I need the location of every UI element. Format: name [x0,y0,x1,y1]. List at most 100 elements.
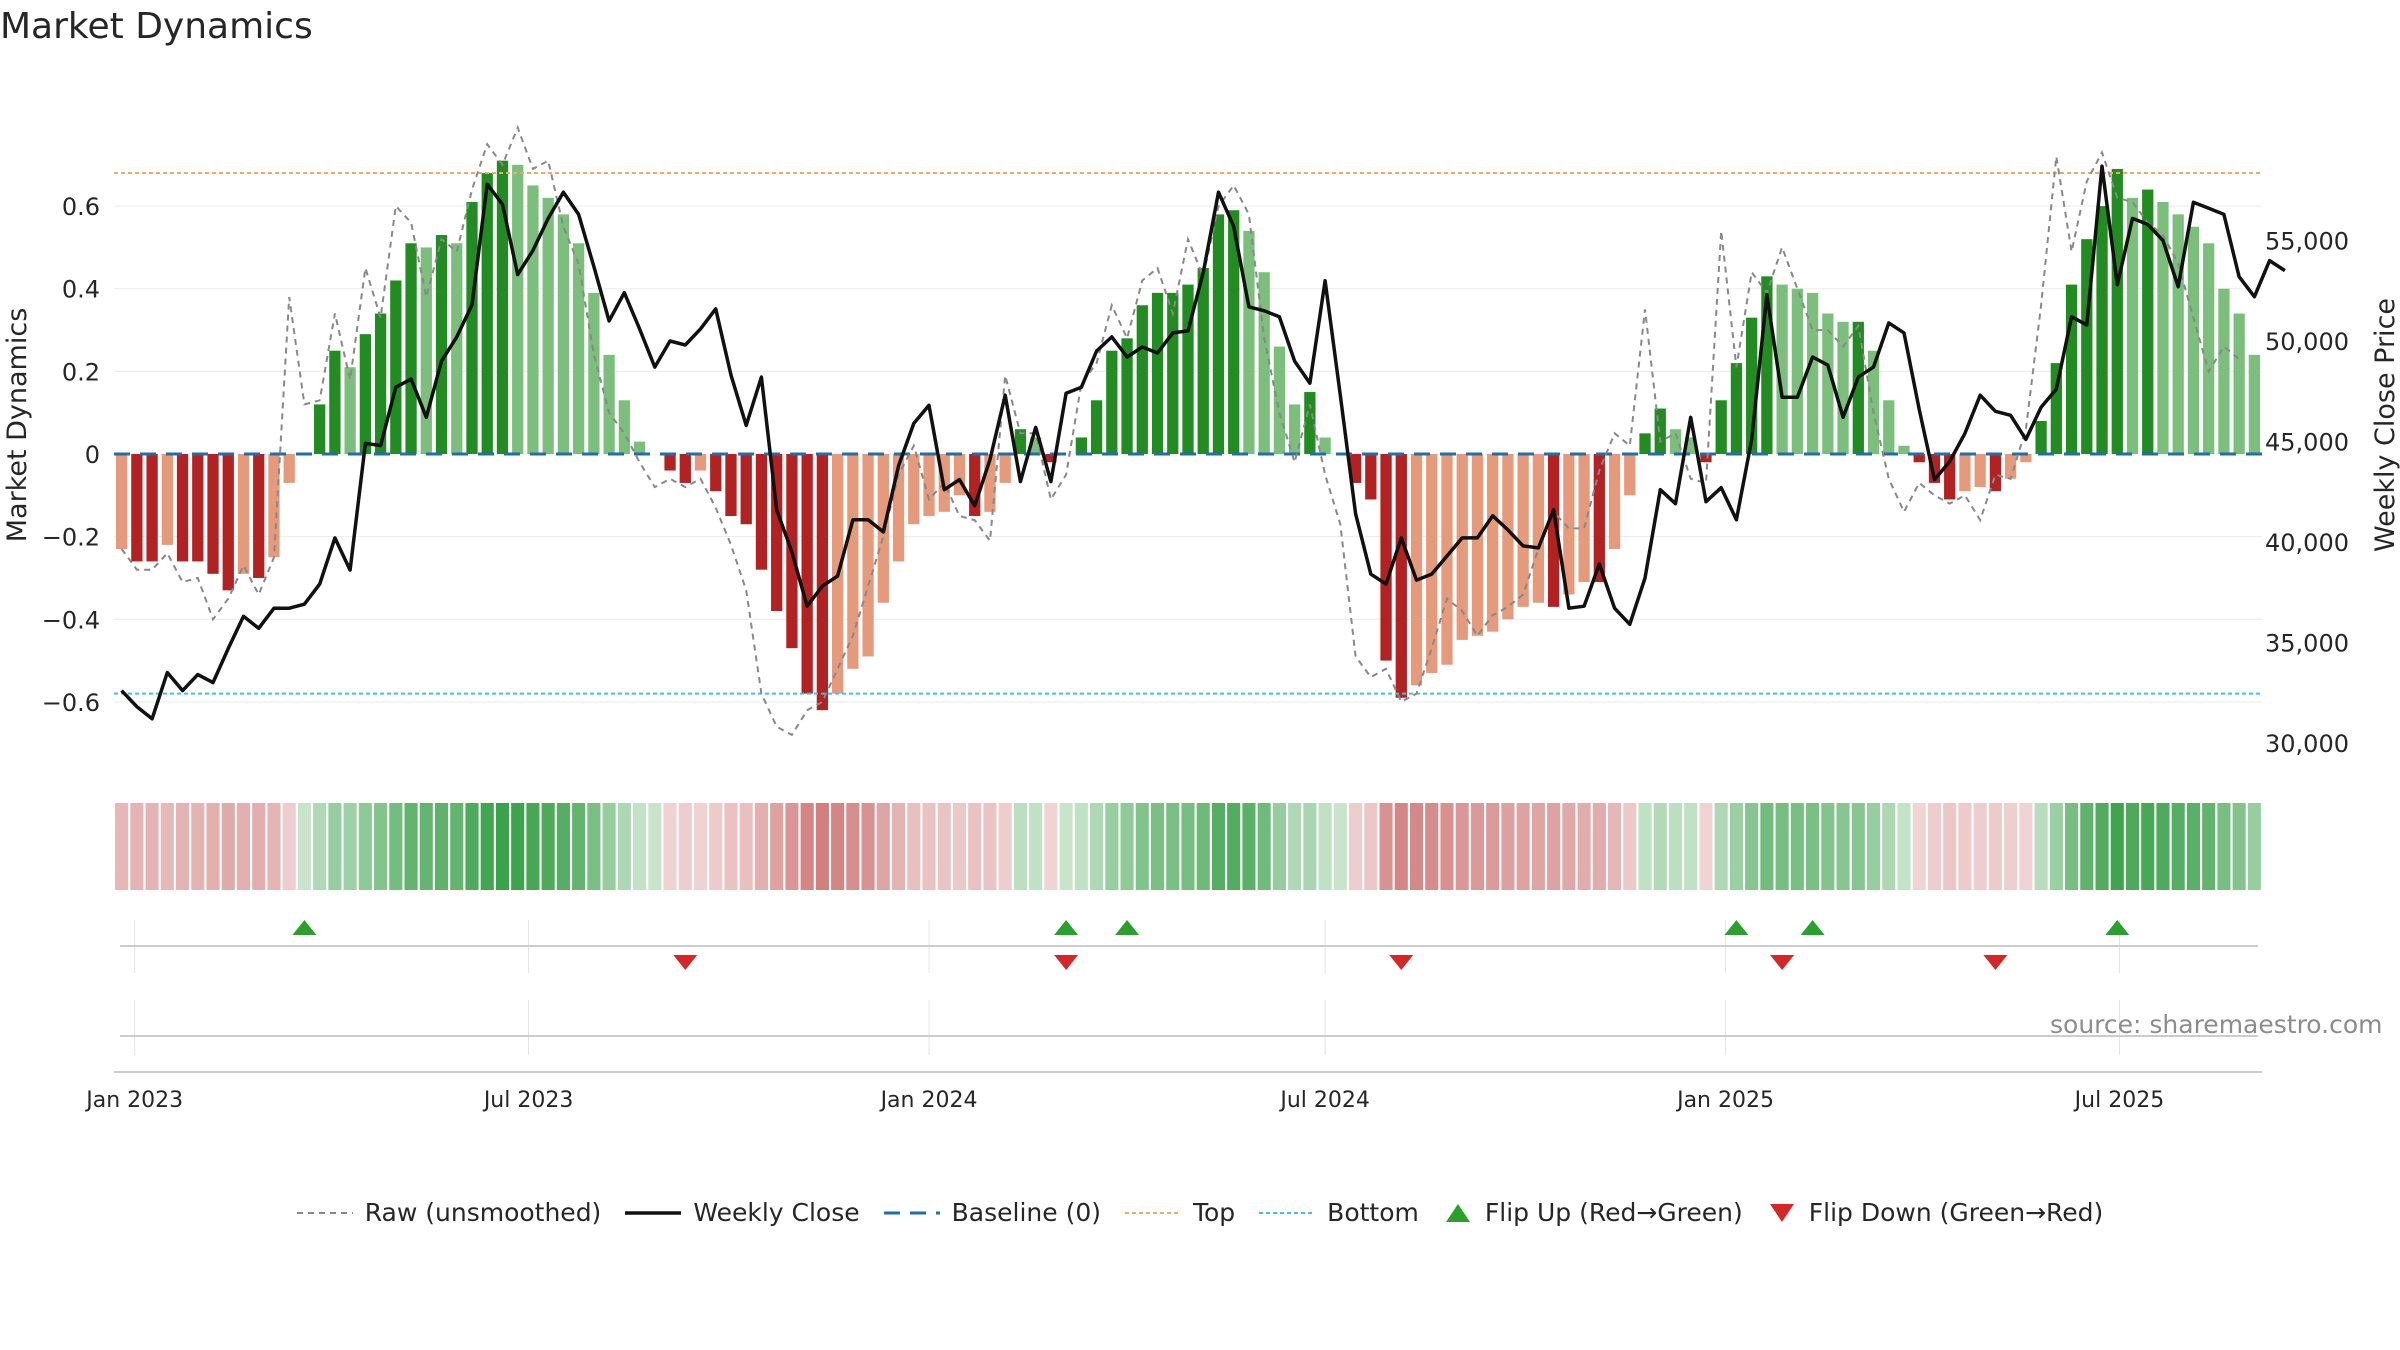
phase-cell [267,803,281,890]
dynamics-bar [2035,420,2047,454]
flip-markers [292,920,2130,970]
dynamics-bar [1228,210,1240,454]
dynamics-bar [1014,429,1027,454]
flip-down-marker [1054,955,1079,970]
phase-cell [206,803,220,890]
flip-down-marker [1983,955,2008,970]
dynamics-bar [816,454,829,711]
phase-cell [663,803,677,890]
dynamics-bar [664,454,676,471]
phase-cell [678,803,692,890]
dynamics-bar [2218,288,2230,454]
series-lines [120,124,2286,737]
phase-cell [1074,803,1088,890]
dynamics-bar [1867,350,1880,454]
phase-cell [2110,803,2124,890]
dynamics-bar [1075,437,1087,454]
phase-cell [1364,803,1378,890]
dynamics-bar [1380,454,1392,661]
dynamics-bar [374,313,387,454]
axes: 0.6 0.4 0.2 0 −0.2 −0.4 −0.6 55,000 50,000 45,000… [2,193,2400,1113]
legend-top-label: Top [1192,1198,1236,1227]
phase-cell [602,803,616,890]
dynamics-bar [2005,454,2017,479]
dynamics-bar [1441,454,1453,665]
dynamics-bar [1532,454,1545,603]
phase-cell [648,803,662,890]
phase-cell [1745,803,1759,890]
phase-cell [1029,803,1043,890]
dynamics-bar [1669,429,1682,454]
phase-cell [1349,803,1363,890]
phase-cell [1394,803,1408,890]
dynamics-bar [1151,292,1164,454]
phase-cell [1851,803,1865,890]
dynamics-bar [862,454,874,657]
y-tick-label: −0.4 [42,606,100,634]
dynamics-bar [1136,305,1148,454]
dynamics-bar [2233,313,2245,454]
flip-down-marker [1389,955,1414,970]
dynamics-bar [1304,392,1316,454]
dynamics-bar [1487,454,1499,632]
y-tick-label: 0.4 [62,276,100,304]
phase-cell [572,803,586,890]
dynamics-bar [633,441,646,454]
phase-cell [1013,803,1027,890]
phase-cell [1608,803,1622,890]
phase-cell [1105,803,1119,890]
dynamics-bar [1974,454,1986,488]
phase-cell [587,803,601,890]
phase-cell [1425,803,1439,890]
phase-cell [2232,803,2246,890]
legend-flip-up: Flip Up (Red→Green) [1443,1198,1743,1227]
dynamics-bar [344,367,356,454]
phase-cell [1821,803,1835,890]
phase-cell [724,803,738,890]
phase-cell [313,803,327,890]
phase-cell [1653,803,1667,890]
dynamics-bar [1426,454,1438,673]
y-tick-label: −0.2 [42,524,100,552]
phase-cell [556,803,570,890]
y2-axis-label: Weekly Close Price [2370,298,2400,552]
dynamics-bar [1944,454,1956,500]
dynamics-bar [1928,454,1941,483]
flip-down-marker [1770,955,1795,970]
dynamics-bar [1959,454,1971,492]
phase-cell [1866,803,1881,890]
raw-line [120,124,2240,737]
dynamics-bar [1365,454,1377,500]
phase-cell [2049,803,2063,890]
phase-cell [495,803,510,890]
phase-cell [617,803,631,890]
dynamics-bar [2020,454,2032,463]
phase-cell [419,803,433,890]
phase-cell [815,803,829,890]
phase-cell [1409,803,1424,890]
dynamics-bar [908,454,920,525]
phase-cell [1272,803,1286,890]
phase-cell [282,803,296,890]
phase-cell [770,803,784,890]
flip-up-marker [1054,920,1079,935]
phase-cell [1211,803,1226,890]
legend-baseline-label: Baseline (0) [951,1198,1101,1227]
phase-cell [1288,803,1302,890]
phase-cell [846,803,860,890]
x-tick-label: Jan 2024 [879,1088,978,1113]
phase-cell [1592,803,1606,890]
dynamics-bar [618,400,630,454]
x-tick-label: Jan 2023 [84,1088,183,1113]
dynamics-bar [1654,408,1666,454]
phase-cell [1044,803,1058,890]
phase-cell [191,803,205,890]
legend-flip-down-label: Flip Down (Green→Red) [1808,1198,2104,1227]
phase-cell [2125,803,2140,890]
phase-cell [1684,803,1698,890]
phase-cell [876,803,890,890]
dynamics-bar [2126,197,2139,454]
dynamics-bar [466,201,478,454]
phase-cell [952,803,967,890]
phase-cell [404,803,418,890]
